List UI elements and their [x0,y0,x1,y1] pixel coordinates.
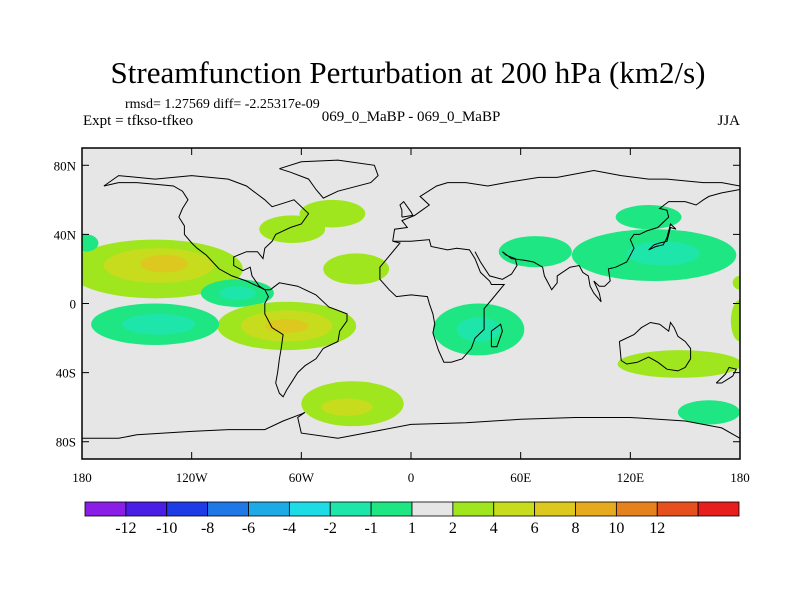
region-north-pacific-positive-core [140,255,189,273]
y-tick-label: 80N [54,158,77,173]
colorbar-label: -8 [201,520,214,537]
colorbar-swatch [656,501,699,517]
x-tick-label: 180 [72,470,92,485]
colorbar-label: -12 [115,520,136,537]
coastline-greenland [279,159,379,199]
region-east-edge-positive [730,300,740,342]
colorbar-swatch [575,501,617,517]
colorbar-label: 10 [608,520,624,537]
colorbar: -12 -10 -8 -6 -4 -2 -1 1 2 4 6 8 10 12 [84,501,740,537]
region-africa-indian-neg-core [456,317,501,342]
colorbar-swatch [207,501,249,517]
y-tick-label: 40S [56,366,76,381]
x-tick-label: 60E [510,470,531,485]
season-label: JJA [717,113,740,129]
coastline-europe-asia-north [392,169,740,242]
region-atlantic-south-positive-core [321,398,373,416]
region-central-pacific-neg-north-core [219,286,256,301]
coastline-madagascar [490,323,503,348]
x-tick-label: 0 [408,470,415,485]
region-asia-north-neg [615,205,682,230]
region-south-pacific-neg-core [122,313,196,335]
region-south-indian-positive [617,350,740,378]
coastline-north-america-west-coast [103,182,266,291]
colorbar-swatch [84,501,127,517]
region-asia-neg-core [626,241,700,266]
x-tick-label: 120W [176,470,209,485]
colorbar-label: 4 [490,520,498,537]
y-tick-label: 80S [56,435,76,450]
colorbar-label: -6 [242,520,255,537]
colorbar-swatch [411,501,454,517]
coastline-africa [379,239,506,363]
expt-label: Expt = tfkso-tfkeo [83,113,193,129]
colorbar-swatch [534,501,576,517]
colorbar-label: 2 [449,520,457,537]
stats-line: rmsd= 1.27569 diff= -2.25317e-09 [125,97,320,112]
coastline-antarctica [82,411,740,439]
coastlines [82,159,740,439]
region-west-edge-neg [82,234,99,252]
coastline-new-zealand [715,366,738,384]
x-tick-label: 120E [617,470,645,485]
colorbar-label: -2 [324,520,337,537]
colorbar-swatch [248,501,290,517]
colorbar-swatch [166,501,209,517]
colorbar-swatch [493,501,536,517]
colorbar-swatch [452,501,495,517]
colorbar-label: -4 [283,520,296,537]
coastline-south-america [264,282,348,398]
colorbar-swatch [697,501,740,517]
map-background [82,148,740,459]
colorbar-swatch [615,501,658,517]
colorbar-label: 8 [572,520,580,537]
colorbar-label: -10 [156,520,177,537]
colorbar-label: 6 [531,520,539,537]
coastline-japan [648,223,677,251]
chart-title: Streamfunction Perturbation at 200 hPa (… [111,55,706,90]
region-eurasia-north-positive [299,199,366,228]
coastline-north-america-north-coast [103,175,310,291]
y-tick-label: 0 [70,297,77,312]
x-tick-label: 180 [730,470,750,485]
contour-regions [82,199,740,427]
coastline-australia [618,321,692,372]
colorbar-swatch [329,501,372,517]
colorbar-swatch [288,501,331,517]
colorbar-label: 12 [649,520,665,537]
colorbar-label: 1 [408,520,416,537]
x-tick-label: 60W [289,470,315,485]
y-tick-label: 40N [54,227,77,242]
coastline-arabia-india-asia-south [474,189,740,303]
y-axis-ticks: 80N 40N 0 40S 80S [54,158,740,450]
region-east-edge-positive-north [732,275,740,290]
colorbar-label: -1 [364,520,377,537]
colorbar-swatch [125,501,168,517]
region-south-indian-neg [677,400,740,425]
x-axis-ticks: 180 120W 60W 0 60E 120E 180 [72,148,750,485]
center-label: 069_0_MaBP - 069_0_MaBP [322,109,501,125]
colorbar-swatch [370,501,413,517]
coastline-uk [399,200,414,218]
region-atlantic-north-positive [323,253,390,285]
